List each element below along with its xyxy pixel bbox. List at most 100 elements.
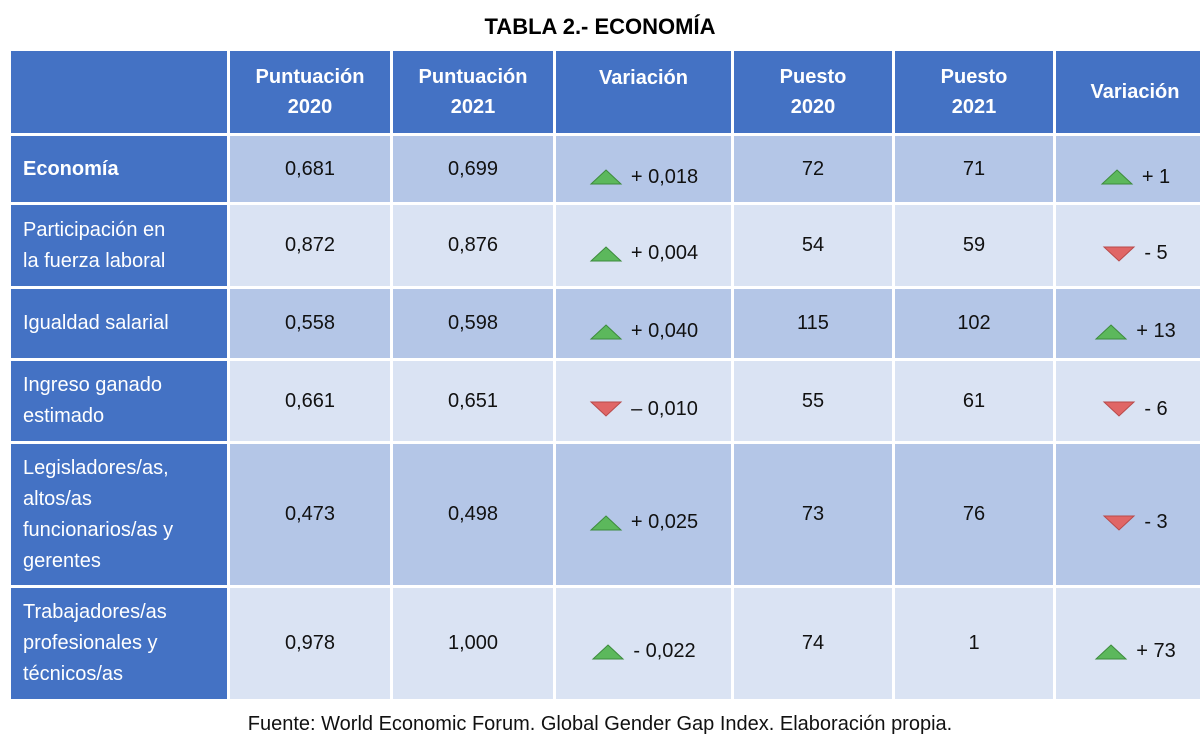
row-label-line: Ingreso ganado [23,374,163,396]
triangle-up-icon [1094,643,1128,661]
score-2020-cell: 0,681 [230,136,390,202]
header-line2: 2021 [450,96,496,118]
row-header: Legisladores/as, altos/as funcionarios/as … [11,444,227,585]
score-variation-value: + 0,040 [630,320,699,343]
header-cell: Variación [1056,51,1200,133]
score-variation-value: + 0,018 [630,165,699,188]
triangle-down-icon [1102,400,1136,418]
rank-2021-cell: 71 [895,136,1053,202]
score-2020-cell: 0,661 [230,361,390,441]
rank-2020-cell: 73 [734,444,892,585]
rank-variation-value: - 6 [1144,397,1168,420]
rank-variation-value: + 73 [1136,640,1176,663]
score-2020-cell: 0,473 [230,444,390,585]
triangle-up-icon [589,245,623,263]
score-variation-cell: + 0,018 [556,136,731,202]
table-title: TABLA 2.- ECONOMÍA [484,14,716,39]
header-line1: Puesto [940,66,1008,88]
rank-variation-cell: - 3 [1056,444,1200,585]
row-label-line: Trabajadores/as [23,601,167,623]
rank-2020-cell: 72 [734,136,892,202]
score-2020-cell: 0,978 [230,588,390,699]
row-label-line: técnicos/as [23,663,124,685]
header-cell: Variación [556,51,731,133]
score-2021-cell: 0,699 [393,136,553,202]
score-2021-cell: 0,498 [393,444,553,585]
rank-variation-cell: + 1 [1056,136,1200,202]
triangle-up-icon [589,323,623,341]
rank-2021-cell: 59 [895,205,1053,286]
score-variation-cell: + 0,025 [556,444,731,585]
header-corner [11,51,227,133]
triangle-down-icon [1102,245,1136,263]
triangle-up-icon [1100,168,1134,186]
header-cell: Puntuación 2021 [393,51,553,133]
score-2020-cell: 0,872 [230,205,390,286]
score-2020-cell: 0,558 [230,289,390,358]
rank-2021-cell: 1 [895,588,1053,699]
triangle-down-icon [1102,514,1136,532]
rank-2021-cell: 102 [895,289,1053,358]
header-line2: 2021 [951,96,997,118]
triangle-up-icon [1094,323,1128,341]
header-line1: Variación [1090,81,1180,103]
row-label-line: Igualdad salarial [23,312,169,334]
triangle-down-icon [589,400,623,418]
row-header: Trabajadores/as profesionales y técnicos/a… [11,588,227,699]
rank-variation-value: + 13 [1136,320,1176,343]
row-header: Ingreso ganado estimado [11,361,227,441]
rank-variation-value: - 5 [1144,242,1168,265]
rank-variation-value: - 3 [1144,511,1168,534]
score-2021-cell: 0,651 [393,361,553,441]
triangle-up-icon [589,514,623,532]
row-header: Economía [11,136,227,202]
rank-2020-cell: 54 [734,205,892,286]
row-label-line: la fuerza laboral [23,249,166,272]
row-header: Participación en la fuerza laboral [11,205,227,286]
header-line1: Variación [599,67,688,89]
row-label-line: gerentes [23,549,101,572]
header-line2: 2020 [287,96,333,118]
table-row: Trabajadores/as profesionales y técnicos/a… [11,588,1200,699]
row-label-line: estimado [23,405,105,427]
rank-2020-cell: 74 [734,588,892,699]
score-variation-cell: + 0,040 [556,289,731,358]
rank-2020-cell: 55 [734,361,892,441]
triangle-up-icon [591,643,625,661]
row-header: Igualdad salarial [11,289,227,358]
score-variation-cell: - 0,022 [556,588,731,699]
row-label-line: altos/as [23,487,92,510]
score-variation-value: + 0,004 [630,242,699,265]
score-2021-cell: 1,000 [393,588,553,699]
score-variation-value: + 0,025 [630,511,699,534]
rank-2021-cell: 76 [895,444,1053,585]
table-row: Participación en la fuerza laboral 0,872 0,… [11,205,1200,286]
row-label-line: profesionales y [23,632,158,654]
score-2021-cell: 0,598 [393,289,553,358]
rank-2021-cell: 61 [895,361,1053,441]
score-2021-cell: 0,876 [393,205,553,286]
header-line1: Puntuación [255,66,365,88]
rank-variation-cell: + 73 [1056,588,1200,699]
rank-variation-cell: + 13 [1056,289,1200,358]
score-variation-cell: + 0,004 [556,205,731,286]
rank-variation-cell: - 5 [1056,205,1200,286]
row-label-line: Legisladores/as, [23,456,169,479]
rank-variation-cell: - 6 [1056,361,1200,441]
rank-2020-cell: 115 [734,289,892,358]
score-variation-value: – 0,010 [631,397,698,420]
table-row: Economía 0,681 0,699 + 0,018 72 71 + 1 [11,136,1200,202]
table-row: Ingreso ganado estimado 0,661 0,651 – 0,010 5… [11,361,1200,441]
row-label-line: Economía [23,157,119,180]
header-line2: 2020 [790,96,836,118]
rank-variation-value: + 1 [1141,165,1171,188]
header-line1: Puesto [779,66,847,88]
economy-table: Puntuación 2020 Puntuación 2021 Variación … [8,48,1200,702]
score-variation-value: - 0,022 [633,640,696,663]
score-variation-cell: – 0,010 [556,361,731,441]
table-row: Legisladores/as, altos/as funcionarios/as … [11,444,1200,585]
table-row: Igualdad salarial 0,558 0,598 + 0,040 115 102… [11,289,1200,358]
header-cell: Puesto 2020 [734,51,892,133]
row-label-line: funcionarios/as y [23,518,174,541]
header-cell: Puesto 2021 [895,51,1053,133]
